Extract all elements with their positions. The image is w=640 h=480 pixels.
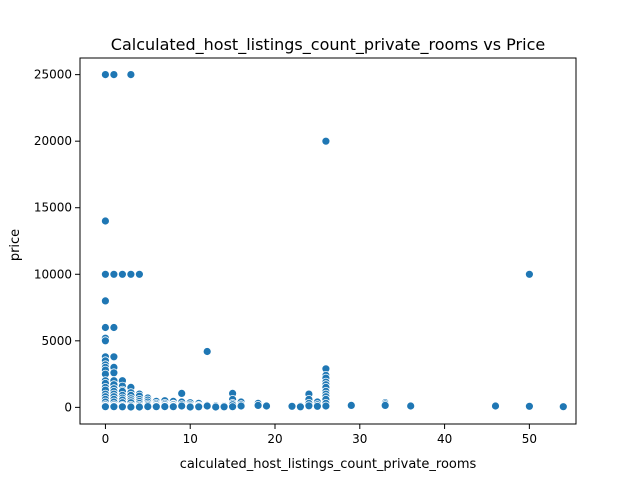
data-point [126, 402, 136, 412]
data-point [109, 368, 119, 378]
data-point [109, 402, 119, 412]
data-point [101, 323, 110, 332]
data-point [101, 216, 110, 226]
data-point [491, 401, 500, 411]
data-point [101, 269, 110, 279]
data-point [101, 402, 110, 412]
x-tick-label: 50 [522, 432, 537, 446]
data-point [202, 347, 212, 356]
y-tick-label: 10000 [34, 267, 72, 281]
data-point [160, 402, 170, 412]
y-tick-label: 0 [64, 400, 72, 414]
x-tick-label: 20 [267, 432, 282, 446]
x-axis: 0 10 20 30 40 50 [102, 424, 537, 446]
x-axis-label: calculated_host_listings_count_private_r… [180, 457, 477, 472]
data-point [525, 401, 534, 411]
data-point [109, 323, 119, 332]
data-point [262, 401, 271, 411]
data-point [134, 402, 144, 412]
data-point [295, 402, 305, 412]
y-tick-label: 15000 [34, 201, 72, 215]
plot-frame [79, 57, 577, 425]
data-point [321, 136, 331, 146]
data-point [194, 402, 204, 412]
data-point [304, 401, 314, 411]
data-point [236, 401, 246, 411]
data-point [312, 401, 322, 411]
data-point [118, 402, 127, 412]
data-point [101, 336, 110, 346]
points-layer [101, 70, 568, 412]
y-tick-label: 25000 [34, 68, 72, 82]
data-point [253, 400, 263, 410]
y-tick-label: 5000 [41, 334, 72, 348]
data-point [525, 269, 534, 279]
data-point [177, 388, 187, 398]
data-point [321, 401, 331, 411]
y-tick-label: 20000 [34, 134, 72, 148]
data-point [134, 269, 144, 279]
data-point [219, 402, 229, 412]
data-point [346, 400, 356, 410]
data-point [287, 401, 297, 411]
data-point [202, 401, 212, 411]
x-tick-label: 40 [437, 432, 452, 446]
data-point [143, 402, 153, 412]
x-tick-label: 10 [183, 432, 198, 446]
y-axis-label: price [8, 229, 23, 261]
data-point [101, 70, 110, 79]
data-point [151, 402, 161, 412]
data-point [177, 401, 187, 411]
y-axis: 0 5000 10000 15000 20000 25000 [34, 68, 80, 414]
x-tick-label: 0 [102, 432, 110, 446]
data-point [126, 70, 136, 79]
data-point [126, 269, 136, 279]
data-point [185, 402, 195, 412]
data-point [380, 400, 390, 410]
data-point [109, 269, 119, 279]
x-tick-label: 30 [352, 432, 367, 446]
data-point [211, 402, 221, 412]
data-point [168, 402, 178, 412]
data-point [109, 352, 119, 362]
data-point [109, 70, 119, 79]
chart-title: Calculated_host_listings_count_private_r… [111, 35, 545, 55]
data-point [558, 402, 568, 412]
data-point [406, 401, 416, 411]
data-point [118, 269, 127, 279]
data-point [228, 402, 238, 412]
data-point [101, 296, 110, 306]
